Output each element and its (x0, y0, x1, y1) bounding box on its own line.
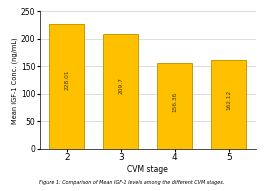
Text: 156.36: 156.36 (172, 91, 177, 112)
Text: Figure 1: Comparison of Mean IGF-1 levels among the different CVM stages.: Figure 1: Comparison of Mean IGF-1 level… (39, 180, 225, 185)
Bar (211, 60, 246, 149)
Bar (103, 34, 138, 149)
Bar (157, 63, 192, 149)
X-axis label: CVM stage: CVM stage (128, 165, 168, 174)
Bar (49, 23, 84, 149)
Text: 209.7: 209.7 (118, 77, 123, 94)
Text: 162.12: 162.12 (226, 90, 231, 110)
Y-axis label: Mean IGF-1 Conc. (ng/mL): Mean IGF-1 Conc. (ng/mL) (12, 37, 18, 124)
Text: 228.01: 228.01 (64, 70, 69, 90)
